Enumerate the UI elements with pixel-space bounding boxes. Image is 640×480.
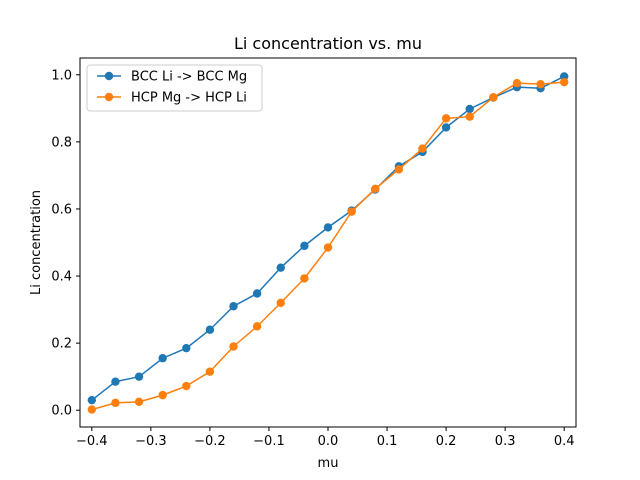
series-1-point: [465, 104, 474, 114]
series-1-point: [441, 123, 451, 132]
y-tick-label: 0.4: [51, 270, 72, 285]
series-2-point: [252, 322, 262, 331]
x-axis-label: mu: [318, 456, 339, 471]
series-layer: [87, 72, 569, 414]
series-2-point: [134, 397, 144, 407]
series-1-point: [111, 377, 120, 386]
series-2-point: [465, 112, 474, 121]
y-tick-label: 1.0: [51, 68, 72, 83]
series-1-point: [158, 354, 167, 363]
series-1-point: [134, 372, 144, 381]
series-1-point: [87, 395, 97, 405]
x-tick-label: 0.0: [318, 434, 339, 449]
series-2-point: [536, 79, 545, 89]
series-2-point: [559, 77, 569, 87]
series-2-point: [323, 243, 333, 252]
series-2-point: [229, 342, 238, 351]
y-tick-label: 0.2: [51, 337, 72, 352]
series-1-point: [205, 325, 215, 334]
y-tick-label: 0.6: [51, 202, 72, 217]
series-2-point: [111, 398, 120, 408]
series-2-point: [441, 114, 451, 123]
series-1-point: [300, 241, 309, 251]
y-axis: 0.0 0.2 0.4 0.6 0.8 1.0: [51, 68, 80, 419]
x-tick-label: 0.3: [495, 434, 516, 449]
series-2-point: [489, 93, 498, 102]
x-tick-label: −0.3: [135, 434, 167, 449]
series-1-point: [182, 343, 191, 353]
series-1-point: [252, 289, 262, 298]
chart-title: Li concentration vs. mu: [234, 34, 422, 53]
series-2-point: [205, 367, 215, 376]
series-2-point: [394, 165, 404, 174]
y-axis-label: Li concentration: [29, 190, 44, 295]
series-2-point: [300, 274, 309, 283]
x-tick-label: 0.1: [377, 434, 398, 449]
series-2-point: [276, 298, 285, 308]
legend-label-1: BCC Li -> BCC Mg: [131, 70, 247, 85]
legend-marker-2: [104, 92, 114, 102]
series-1-point: [229, 302, 238, 311]
series-2-point: [418, 144, 427, 153]
plot-frame: [79, 57, 577, 428]
y-tick-label: 0.8: [51, 135, 72, 150]
series-2-point: [158, 390, 167, 400]
legend: BCC Li -> BCC Mg HCP Mg -> HCP Li: [86, 64, 263, 112]
series-2-point: [371, 184, 380, 194]
y-tick-label: 0.0: [51, 404, 72, 419]
x-tick-label: 0.4: [554, 434, 575, 449]
series-1-point: [323, 223, 333, 232]
series-1-point: [276, 263, 285, 272]
x-axis: −0.4 −0.3 −0.2 −0.1 0.0 0.1 0.2 0.3 0.4: [76, 427, 575, 449]
legend-label-2: HCP Mg -> HCP Li: [131, 91, 247, 106]
series-2-point: [87, 405, 97, 414]
series-2-point: [182, 381, 191, 391]
series-2-point: [347, 207, 356, 216]
x-tick-label: −0.4: [76, 434, 108, 449]
x-tick-label: 0.2: [436, 434, 457, 449]
series-2-point: [512, 78, 522, 88]
legend-box: [86, 64, 263, 112]
legend-marker-1: [104, 71, 114, 81]
x-tick-label: −0.1: [253, 434, 285, 449]
legend-entries: BCC Li -> BCC Mg HCP Mg -> HCP Li: [97, 70, 247, 106]
x-tick-label: −0.2: [194, 434, 226, 449]
